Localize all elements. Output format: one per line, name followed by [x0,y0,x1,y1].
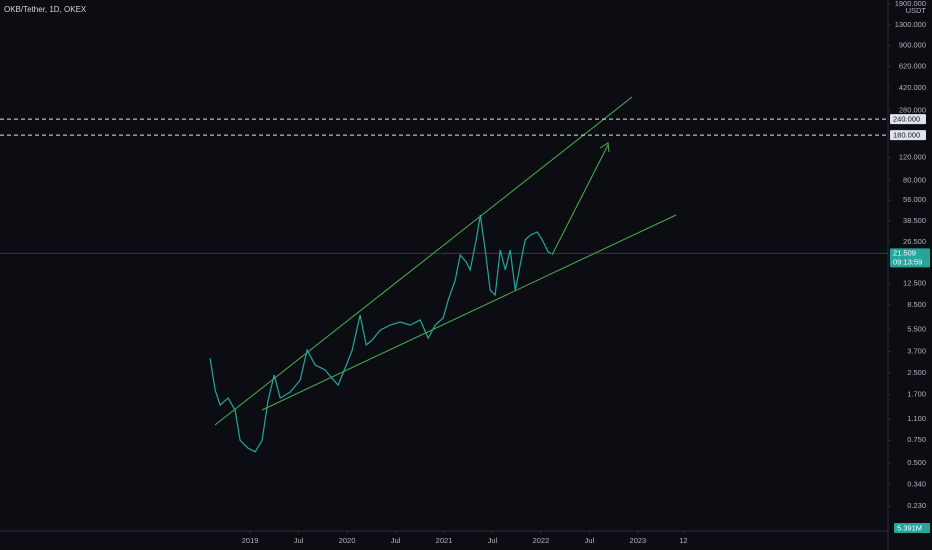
y-unit: USDT [906,6,927,15]
countdown-label: 09:13:59 [893,257,922,266]
y-tick-label: 1.100 [907,414,926,423]
arrow-head [599,142,610,153]
x-tick-label: 2023 [630,536,647,545]
y-tick-label: 1900.000 [895,0,926,8]
y-tick-label: 12.500 [903,279,926,288]
level-label: 240.000 [893,115,920,124]
x-tick-label: 2022 [533,536,550,545]
y-tick-label: 0.340 [907,479,926,488]
last-price-box [890,248,930,268]
y-tick-label: 120.000 [899,153,926,162]
x-tick-label: Jul [294,536,304,545]
y-tick-label: 2.500 [907,368,926,377]
level-label-box [890,130,926,141]
y-tick-label: 38.500 [903,216,926,225]
volume-label: 5.391M [897,523,922,532]
y-tick-label: 620.000 [899,61,926,70]
projection-arrow [551,144,609,256]
level-label-box [890,114,926,125]
x-tick-label: Jul [391,536,401,545]
chart-title: OKB/Tether, 1D, OKEX [4,5,87,14]
x-tick-label: Jul [585,536,595,545]
y-tick-label: 1.700 [907,390,926,399]
y-tick-label: 280.000 [899,106,926,115]
y-tick-label: 26.500 [903,237,926,246]
y-tick-label: 1300.000 [895,20,926,29]
price-line [209,214,552,453]
y-tick-label: 56.000 [903,195,926,204]
x-tick-label: 2021 [436,536,453,545]
y-tick-label: 3.700 [907,346,926,355]
y-tick-label: 0.500 [907,458,926,467]
y-tick-label: 80.000 [903,175,926,184]
y-tick-label: 900.000 [899,41,926,50]
x-tick-label: Jul [488,536,498,545]
channel-upper [214,96,633,426]
y-tick-label: 0.750 [907,435,926,444]
volume-label-box [894,523,930,533]
level-label: 180.000 [893,131,920,140]
x-tick-label: 2019 [242,536,259,545]
y-tick-label: 8.500 [907,300,926,309]
y-tick-label: 420.000 [899,83,926,92]
x-tick-label: 2020 [339,536,356,545]
last-price-label: 21.509 [893,248,916,257]
y-tick-label: 0.230 [907,501,926,510]
x-tick-label: 12 [679,536,687,545]
y-tick-label: 5.500 [907,324,926,333]
